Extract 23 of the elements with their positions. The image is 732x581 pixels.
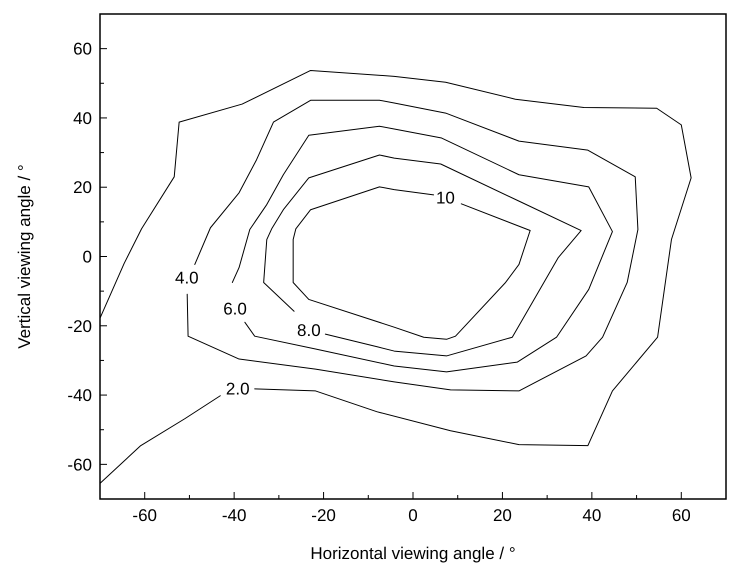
- line-series: [263, 154, 582, 356]
- y-tick-label: -20: [67, 316, 92, 336]
- x-tick-label: 0: [408, 506, 418, 525]
- x-tick-label: -20: [311, 506, 336, 525]
- y-tick-label: -60: [67, 455, 92, 474]
- x-axis-title: Horizontal viewing angle / °: [310, 544, 516, 563]
- y-tick-label: 0: [82, 248, 92, 266]
- x-tick-label: 20: [492, 506, 512, 525]
- y-tick-label: 40: [73, 108, 92, 128]
- y-axis-title: Vertical viewing angle / °: [15, 164, 34, 349]
- series-label: 2.0: [226, 379, 250, 398]
- series-label: 10: [436, 188, 455, 208]
- y-tick-label: 60: [73, 40, 92, 59]
- series-label: 4.0: [175, 268, 199, 288]
- x-tick-label: 40: [582, 506, 602, 525]
- x-tick-label: -40: [222, 506, 246, 525]
- x-tick-label: -60: [132, 506, 158, 525]
- line-series: [292, 186, 531, 340]
- series-label: 6.0: [223, 299, 247, 318]
- y-tick-label: -40: [67, 386, 92, 406]
- x-tick-label: 60: [672, 506, 691, 525]
- series-label: 8.0: [297, 321, 321, 340]
- y-tick-label: 20: [73, 178, 92, 198]
